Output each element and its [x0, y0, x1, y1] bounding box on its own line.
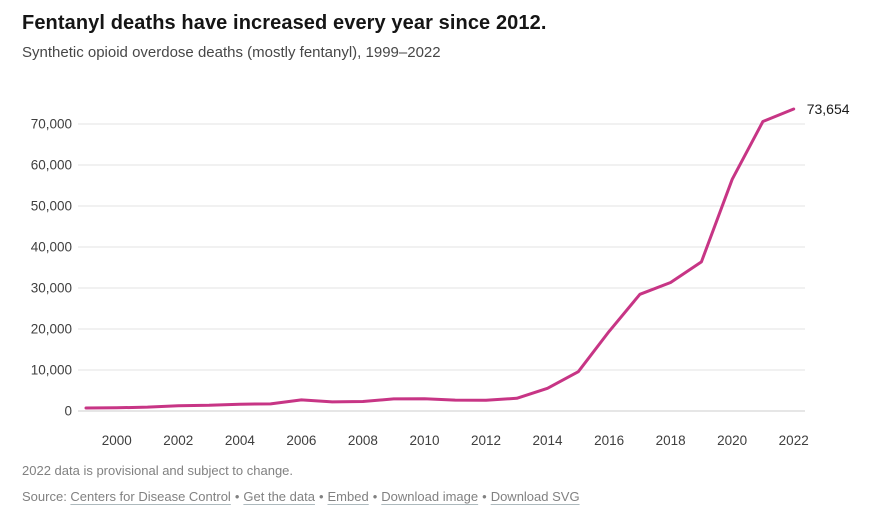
separator-dot: • [234, 489, 240, 504]
footer-link-embed[interactable]: Embed [327, 489, 369, 504]
y-tick-label: 50,000 [31, 199, 72, 214]
x-tick-label: 2002 [163, 433, 193, 448]
source-label: Source: [22, 489, 71, 504]
y-tick-label: 40,000 [31, 240, 72, 255]
footer-link-download-image[interactable]: Download image [381, 489, 479, 504]
x-tick-label: 2012 [471, 433, 501, 448]
y-tick-label: 0 [64, 404, 72, 419]
end-value-label: 73,654 [807, 101, 850, 117]
chart-footer: 2022 data is provisional and subject to … [22, 463, 580, 504]
y-tick-label: 20,000 [31, 322, 72, 337]
separator-dot: • [482, 489, 487, 504]
separator-dot: • [318, 489, 324, 504]
x-tick-label: 2016 [594, 433, 624, 448]
y-tick-label: 10,000 [31, 363, 72, 378]
y-tick-label: 30,000 [31, 281, 72, 296]
x-tick-label: 2014 [533, 433, 564, 448]
page-title: Fentanyl deaths have increased every yea… [22, 12, 547, 34]
source-line: Source: Centers for Disease Control • Get … [22, 489, 580, 504]
x-tick-label: 2004 [225, 433, 256, 448]
line-chart: 0 10,000 20,000 30,000 40,000 50,000 60,000 70,… [31, 101, 850, 448]
footnote: 2022 data is provisional and subject to … [22, 463, 294, 478]
y-tick-label: 70,000 [31, 117, 72, 132]
chart-subtitle: Synthetic opioid overdose deaths (mostly… [22, 44, 441, 61]
footer-link-download-svg[interactable]: Download SVG [490, 489, 580, 504]
footer-link-get-the-data[interactable]: Get the data [243, 489, 315, 504]
data-line [84, 107, 796, 410]
x-tick-label: 2020 [717, 433, 747, 448]
footer-link-centers-for-disease-control[interactable]: Centers for Disease Control [70, 489, 231, 504]
x-tick-label: 2018 [656, 433, 686, 448]
separator-dot: • [372, 489, 378, 504]
chart-header: Fentanyl deaths have increased every yea… [22, 12, 862, 61]
x-tick-label: 2008 [348, 433, 378, 448]
x-tick-label: 2006 [286, 433, 316, 448]
x-tick-label: 2000 [102, 433, 132, 448]
x-tick-label: 2022 [779, 433, 809, 448]
y-tick-label: 60,000 [31, 158, 72, 173]
x-tick-label: 2010 [409, 433, 439, 448]
